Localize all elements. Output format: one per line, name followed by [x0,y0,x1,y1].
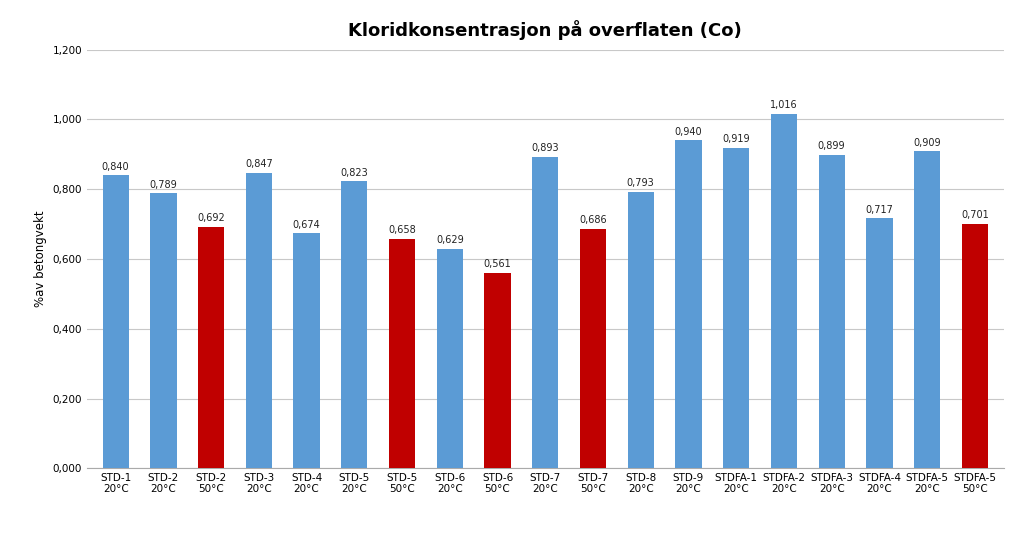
Bar [532,156,558,468]
Text: 0,561: 0,561 [483,259,511,269]
Bar [246,173,272,468]
Text: 0,658: 0,658 [388,225,416,235]
Text: 0,899: 0,899 [818,141,846,151]
Bar [102,175,129,468]
Text: 0,840: 0,840 [101,162,129,172]
Bar [818,155,845,468]
Text: 0,686: 0,686 [580,215,607,225]
Text: 0,940: 0,940 [675,127,702,137]
Bar [389,239,415,468]
Text: 1,016: 1,016 [770,100,798,110]
Text: 0,674: 0,674 [293,220,321,230]
Text: 0,823: 0,823 [340,168,369,177]
Bar [866,218,893,468]
Bar [580,229,606,468]
Title: Kloridkonsentrasjon på overflaten (Co): Kloridkonsentrasjon på overflaten (Co) [348,20,742,40]
Bar [962,224,988,468]
Text: 0,629: 0,629 [436,235,464,245]
Text: 0,701: 0,701 [961,210,989,220]
Bar [676,141,701,468]
Text: 0,909: 0,909 [913,138,941,148]
Bar [198,227,224,468]
Text: 0,717: 0,717 [865,204,893,215]
Bar [723,148,750,468]
Bar [771,114,797,468]
Text: 0,692: 0,692 [198,213,225,223]
Bar [914,151,940,468]
Bar [294,233,319,468]
Text: 0,793: 0,793 [627,178,654,188]
Bar [628,192,654,468]
Bar [484,273,511,468]
Bar [341,181,368,468]
Text: 0,789: 0,789 [150,180,177,190]
Bar [151,193,176,468]
Text: 0,893: 0,893 [531,143,559,153]
Text: 0,919: 0,919 [722,134,750,144]
Bar [436,249,463,468]
Y-axis label: %av betongvekt: %av betongvekt [34,210,47,307]
Text: 0,847: 0,847 [245,159,272,169]
